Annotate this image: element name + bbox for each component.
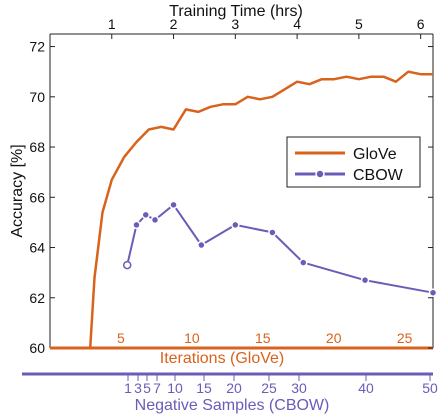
cbow-tick-label: 50: [422, 380, 438, 396]
cbow-tick-label: 5: [143, 380, 151, 396]
cbow-tick-label: 30: [291, 380, 307, 396]
legend-box: [286, 136, 421, 188]
glove-axis-title: Iterations (GloVe): [160, 350, 285, 367]
top-tick-label: 2: [170, 16, 178, 32]
cbow-tick-label: 20: [226, 380, 242, 396]
top-axis-title: Training Time (hrs): [169, 3, 303, 20]
y-tick-label: 68: [29, 139, 45, 155]
top-tick-label: 1: [108, 16, 116, 32]
plot-area: [50, 70, 438, 350]
glove-tick-label: 25: [397, 330, 413, 346]
y-tick-label: 60: [29, 340, 45, 356]
legend-cbow-marker: [315, 169, 325, 179]
legend-cbow-label: CBOW: [353, 167, 404, 184]
cbow-axis-title: Negative Samples (CBOW): [135, 397, 330, 414]
y-tick-label: 70: [29, 89, 45, 105]
cbow-point: [231, 220, 240, 230]
y-axis-ticks: 60 62 64 66 68 70 72: [29, 39, 433, 356]
cbow-point: [299, 258, 308, 267]
cbow-point: [197, 240, 206, 250]
glove-tick-label: 10: [184, 330, 200, 346]
cbow-series-line: [126, 203, 434, 294]
cbow-point: [150, 215, 160, 225]
glove-series-line: [50, 70, 433, 350]
cbow-tick-label: 15: [196, 380, 212, 396]
top-tick-label: 6: [417, 16, 425, 32]
legend-glove-label: GloVe: [353, 146, 397, 163]
cbow-tick-label: 7: [153, 380, 161, 396]
top-tick-label: 4: [293, 16, 301, 32]
glove-axis-ticks: 5 10 15 20 25: [117, 330, 413, 346]
y-tick-label: 72: [29, 39, 45, 55]
cbow-tick-label: 10: [167, 380, 183, 396]
cbow-point: [268, 228, 277, 237]
cbow-point: [428, 288, 438, 297]
cbow-point: [122, 260, 132, 270]
top-tick-label: 5: [355, 16, 363, 32]
cbow-point: [141, 210, 150, 220]
y-tick-label: 66: [29, 189, 45, 205]
glove-tick-label: 20: [326, 330, 342, 346]
cbow-tick-label: 3: [134, 380, 142, 396]
y-tick-label: 62: [29, 290, 45, 306]
cbow-point: [169, 200, 178, 210]
top-axis-ticks: 1 2 3 4 5 6: [108, 16, 425, 39]
glove-tick-label: 5: [117, 330, 125, 346]
cbow-tick-label: 40: [358, 380, 374, 396]
cbow-axis-ticks: 1 3 5 7 10 15 20 25 30 40 50: [124, 374, 438, 396]
legend: GloVe CBOW: [286, 136, 421, 188]
cbow-tick-label: 1: [124, 380, 132, 396]
top-tick-label: 3: [231, 16, 239, 32]
cbow-point: [360, 275, 370, 285]
glove-tick-label: 15: [255, 330, 271, 346]
cbow-tick-label: 25: [261, 380, 277, 396]
y-tick-label: 64: [29, 240, 45, 256]
axes-frame: [22, 33, 434, 376]
y-axis-title: Accuracy [%]: [9, 144, 26, 237]
cbow-point: [132, 220, 141, 230]
